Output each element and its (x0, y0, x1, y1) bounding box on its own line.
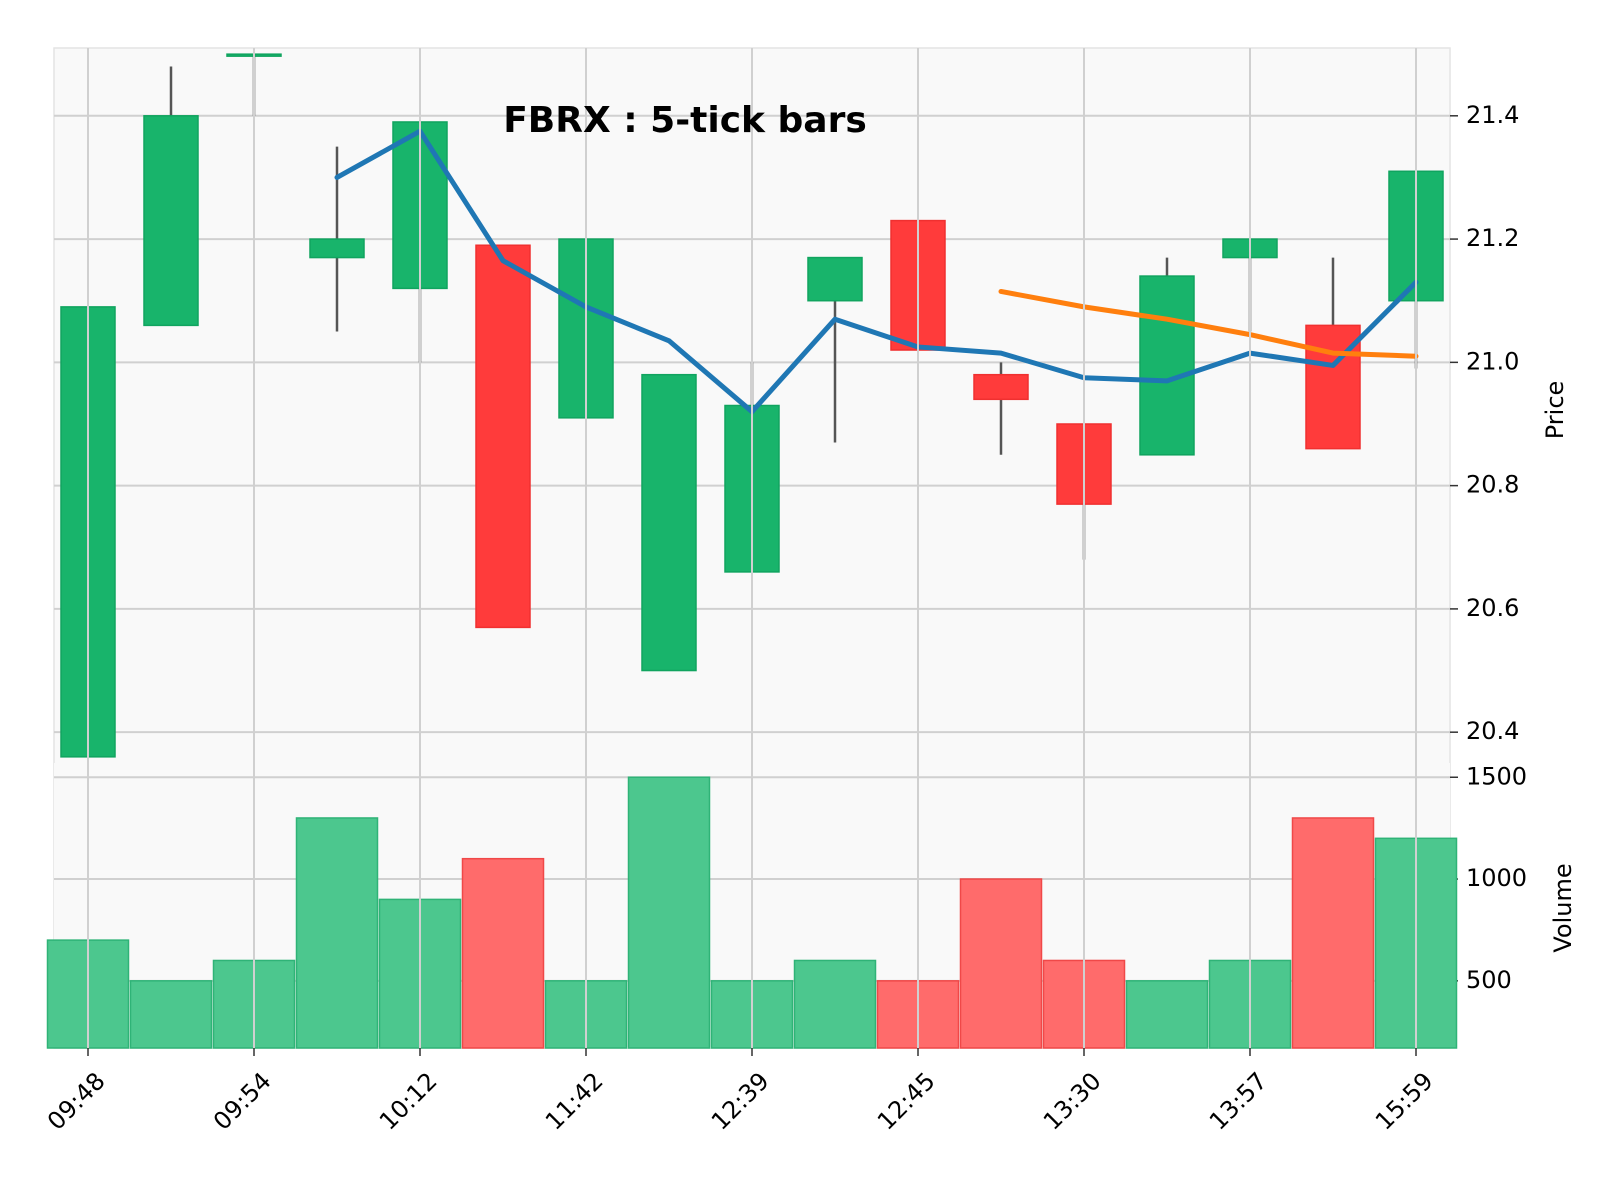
moving-average-line (998, 288, 1419, 359)
volume-bar (1125, 980, 1209, 1049)
candle-body (475, 244, 531, 629)
volume-tick-label: 1500 (1466, 762, 1527, 790)
price-tick-label: 21.2 (1466, 224, 1519, 252)
moving-average-line (334, 128, 1419, 415)
volume-tick-label: 500 (1466, 966, 1512, 994)
volume-bar (959, 878, 1043, 1049)
x-tick-label: 12:45 (872, 1067, 941, 1136)
x-tick-label: 09:48 (42, 1067, 111, 1136)
price-tick-label: 20.4 (1466, 717, 1519, 745)
chart-title: FBRX : 5-tick bars (503, 100, 867, 141)
volume-axis-title: Volume (1549, 863, 1577, 952)
volume-bar (1291, 817, 1375, 1049)
price-tick-label: 20.8 (1466, 471, 1519, 499)
candle-body (807, 256, 863, 302)
candle-body (143, 115, 199, 327)
x-tick-label: 10:12 (374, 1067, 443, 1136)
volume-bar (793, 959, 877, 1049)
x-tick-label: 15:59 (1370, 1067, 1439, 1136)
x-tick-label: 11:42 (540, 1067, 609, 1136)
volume-bar (461, 857, 545, 1049)
candle-body (309, 238, 365, 259)
candle-body (1139, 275, 1195, 456)
price-tick-label: 20.6 (1466, 594, 1519, 622)
x-tick-label: 12:39 (706, 1067, 775, 1136)
candle-body (973, 373, 1029, 401)
x-tick-label: 13:30 (1038, 1067, 1107, 1136)
volume-tick-label: 1000 (1466, 864, 1527, 892)
volume-bar (129, 980, 213, 1049)
volume-bar (627, 776, 711, 1049)
x-tick-label: 09:54 (208, 1067, 277, 1136)
volume-panel: 500 1000 1500 (46, 762, 1527, 1049)
x-tick-label: 13:57 (1204, 1067, 1273, 1136)
price-tick-label: 21.0 (1466, 347, 1519, 375)
volume-bar (295, 817, 379, 1049)
price-axis-title: Price (1541, 381, 1569, 440)
candle-body (641, 373, 697, 672)
price-tick-label: 21.4 (1466, 101, 1519, 129)
